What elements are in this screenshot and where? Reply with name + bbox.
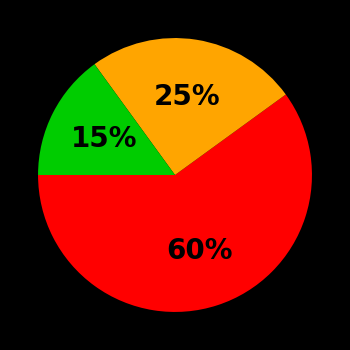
Wedge shape xyxy=(38,94,312,312)
Text: 15%: 15% xyxy=(71,125,138,153)
Text: 25%: 25% xyxy=(154,83,221,111)
Wedge shape xyxy=(94,38,286,175)
Text: 60%: 60% xyxy=(166,237,233,265)
Wedge shape xyxy=(38,64,175,175)
